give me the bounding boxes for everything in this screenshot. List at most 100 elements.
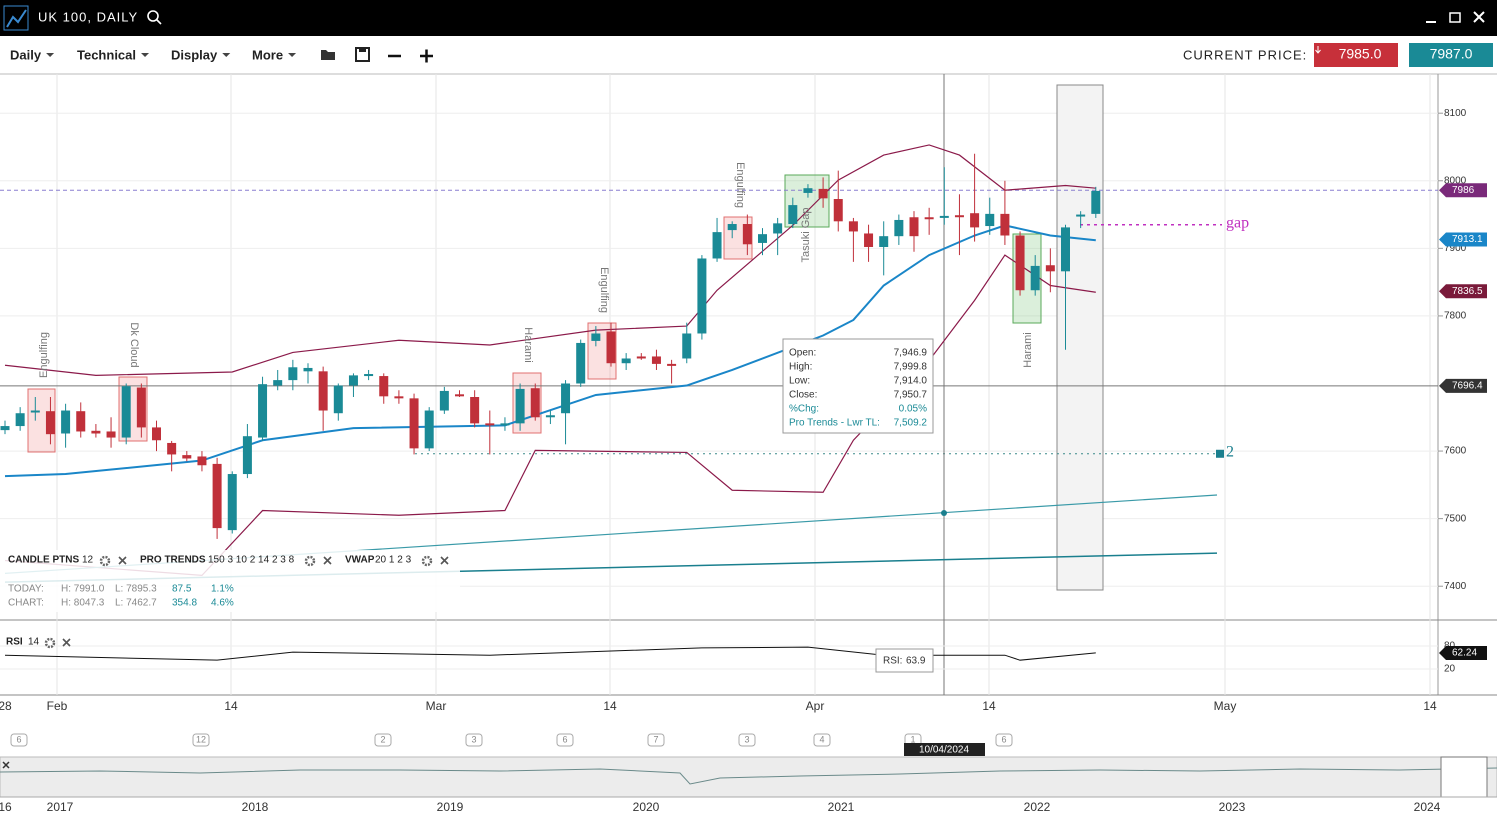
candle-body [197, 456, 207, 466]
y-tick-label: 8100 [1444, 108, 1467, 119]
event-badge[interactable] [995, 733, 1013, 747]
navigator-sparkline [0, 767, 1497, 785]
pattern-label: Engulfing [38, 332, 50, 378]
level-label: 2 [1226, 444, 1234, 461]
indicator-legend: VWAP [345, 555, 375, 566]
candle-body [742, 224, 752, 245]
candle-body [333, 385, 343, 414]
event-badge[interactable] [374, 733, 392, 747]
legend-bg [0, 550, 460, 612]
event-badge[interactable] [192, 733, 210, 747]
info-label: Close: [789, 390, 817, 401]
search-icon[interactable] [147, 10, 162, 25]
menu[interactable]: More [252, 47, 283, 62]
date-label: 14 [603, 699, 617, 713]
event-badge[interactable] [813, 733, 831, 747]
y-tick-label: 8000 [1444, 175, 1467, 186]
settings-icon[interactable] [44, 637, 56, 649]
menu[interactable]: Display [171, 47, 218, 62]
ask-price: 7987.0 [1430, 46, 1473, 62]
navigator-close[interactable] [2, 761, 10, 769]
window-title: UK 100, DAILY [38, 9, 138, 24]
remove-icon[interactable] [118, 556, 127, 565]
candle-body [576, 342, 586, 384]
settings-icon[interactable] [304, 555, 316, 567]
event-badge[interactable] [10, 733, 28, 747]
close[interactable] [1473, 11, 1485, 23]
candle-body [409, 398, 419, 449]
candle-body [394, 396, 404, 399]
stat: CHART: [8, 598, 44, 609]
menu[interactable]: Technical [77, 47, 136, 62]
indicator-legend: CANDLE PTNS [8, 555, 79, 566]
candle-body [1000, 213, 1010, 236]
candle-body [303, 367, 313, 372]
menu-caret [141, 53, 150, 57]
info-value: 0.05% [899, 404, 927, 415]
event-badge[interactable] [738, 733, 756, 747]
year-label: 2023 [1219, 800, 1246, 814]
level-marker [1216, 449, 1224, 458]
event-badge-label: 1 [910, 734, 915, 744]
price-tag [1439, 232, 1487, 247]
date-label: Apr [806, 699, 825, 713]
info-label: Pro Trends - Lwr TL: [789, 418, 880, 429]
settings-icon[interactable] [421, 555, 433, 567]
remove-icon[interactable] [440, 556, 449, 565]
year-label: 2018 [242, 800, 269, 814]
candle-body [182, 455, 192, 459]
pattern-label: Harami [522, 327, 534, 362]
ask-box[interactable] [1409, 43, 1493, 67]
event-badge-label: 6 [16, 734, 21, 744]
navigator-window[interactable] [1440, 756, 1488, 798]
title-bar [0, 0, 1497, 36]
indicator-line [4, 254, 1096, 577]
date-label: 14 [982, 699, 996, 713]
event-badge-label: 7 [653, 734, 658, 744]
candle-body [61, 410, 71, 434]
info-value: 7,509.2 [894, 418, 928, 429]
candle-body [894, 219, 904, 237]
zoom-in[interactable] [420, 49, 433, 63]
stat: H: 7991.0 [61, 584, 105, 595]
selection-region [1056, 84, 1104, 591]
date-label: 28 [0, 699, 12, 713]
bid-box[interactable] [1314, 43, 1398, 67]
date-label: Feb [47, 699, 68, 713]
event-badge[interactable] [465, 733, 483, 747]
candle-body [818, 188, 828, 199]
candle-body [621, 358, 631, 364]
save-icon[interactable] [355, 47, 370, 62]
year-label: 2019 [437, 800, 464, 814]
event-badge[interactable] [647, 733, 665, 747]
event-badge-label: 12 [196, 734, 206, 744]
event-badge-label: 6 [562, 734, 567, 744]
year-label: 2017 [47, 800, 74, 814]
candle-body [500, 423, 510, 426]
y-tick-label: 7600 [1444, 446, 1467, 457]
event-badge[interactable] [556, 733, 574, 747]
candle-body [848, 221, 858, 232]
candle-body [939, 215, 949, 218]
info-value: 7,914.0 [894, 376, 928, 387]
open-icon[interactable] [321, 50, 335, 60]
remove-icon[interactable] [62, 638, 71, 647]
candle-body [227, 474, 237, 531]
rsi-tag [1439, 646, 1487, 660]
info-box [782, 338, 934, 434]
rsi-readout-box [875, 648, 934, 673]
stat: 354.8 [172, 598, 197, 609]
candle-body [879, 236, 889, 247]
remove-icon[interactable] [323, 556, 332, 565]
candle-body [76, 411, 86, 432]
settings-icon[interactable] [99, 555, 111, 567]
stat: L: 7462.7 [115, 598, 157, 609]
candle-body [106, 431, 116, 438]
menu-caret [288, 53, 297, 57]
menu[interactable]: Daily [10, 47, 42, 62]
candle-body [1076, 214, 1086, 217]
candle-body [212, 463, 222, 529]
crosshair-date: 10/04/2024 [919, 745, 969, 756]
info-value: 7,946.9 [894, 348, 928, 359]
popout[interactable] [1449, 12, 1461, 23]
